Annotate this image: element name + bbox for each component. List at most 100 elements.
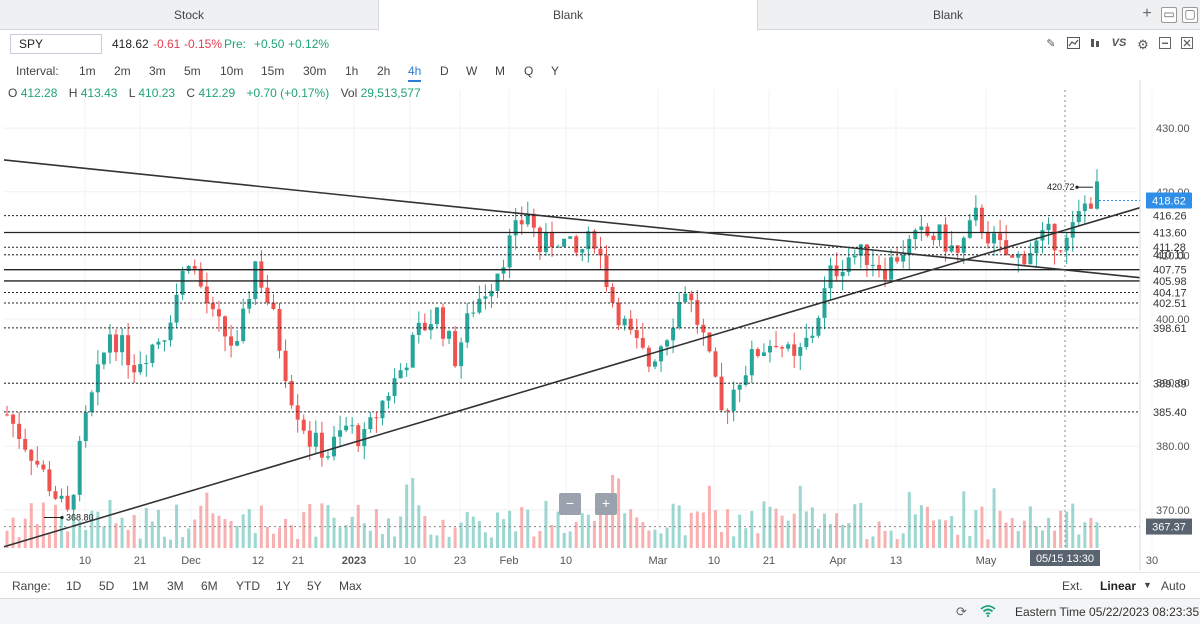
chart-icon[interactable] <box>1066 37 1080 52</box>
symbol-input[interactable] <box>10 34 102 54</box>
volume-bar <box>253 533 257 548</box>
interval-2m[interactable]: 2m <box>114 64 131 78</box>
interval-q[interactable]: Q <box>524 64 534 78</box>
trendline <box>3 159 1141 279</box>
candle-body <box>180 270 185 295</box>
candle-body <box>483 296 488 299</box>
candle-body <box>138 364 143 373</box>
interval-30m[interactable]: 30m <box>303 64 327 78</box>
last-price-label: 418.62 <box>1152 196 1186 208</box>
y-tick-label: 430.00 <box>1156 123 1190 135</box>
close-icon[interactable] <box>1180 37 1194 52</box>
high-marker-dot <box>1075 185 1079 189</box>
tab-stock[interactable]: Stock <box>173 8 204 22</box>
volume-bar <box>175 504 179 548</box>
volume-bar <box>1022 520 1026 548</box>
scale-dropdown-icon[interactable]: ▼ <box>1143 580 1152 590</box>
range-1d[interactable]: 1D <box>66 579 82 593</box>
candle-body <box>501 267 506 274</box>
tab-blank[interactable]: Blank <box>932 8 964 22</box>
zoom-out-button[interactable]: − <box>559 493 581 515</box>
volume-bar <box>538 530 542 548</box>
range-5d[interactable]: 5D <box>99 579 115 593</box>
volume-bar <box>732 536 736 548</box>
save-layout-button[interactable]: ▭ <box>1161 7 1177 23</box>
range-label: Range: <box>12 579 51 593</box>
volume-bar <box>641 522 645 548</box>
interval-4h[interactable]: 4h <box>408 64 422 82</box>
candle-body <box>495 273 500 291</box>
x-tick-label: Feb <box>500 555 519 567</box>
candle-body <box>132 365 137 373</box>
volume-bar <box>762 501 766 548</box>
range-ytd[interactable]: YTD <box>236 579 260 593</box>
interval-y[interactable]: Y <box>551 64 560 78</box>
zoom-in-button[interactable]: + <box>595 493 617 515</box>
high-annotation: 420.72 <box>1047 182 1075 192</box>
interval-15m[interactable]: 15m <box>261 64 285 78</box>
timezone-clock: Eastern Time 05/22/2023 08:23:35 <box>1015 605 1200 619</box>
status-bar: ⟳ Eastern Time 05/22/2023 08:23:35 <box>0 598 1200 624</box>
refresh-icon[interactable]: ⟳ <box>956 604 967 619</box>
candle-body <box>277 308 282 351</box>
candle-body <box>689 293 694 301</box>
candle-body <box>598 248 603 256</box>
volume-bar <box>786 520 790 548</box>
candle-body <box>386 395 391 401</box>
candle-body <box>259 261 264 288</box>
popout-button[interactable]: ▢ <box>1182 7 1198 23</box>
candle-body <box>749 349 754 376</box>
candle-body <box>731 389 736 412</box>
gear-icon[interactable]: ⚙ <box>1137 37 1149 52</box>
candle-body <box>144 362 149 365</box>
candle-body <box>319 432 324 458</box>
range-1m[interactable]: 1M <box>132 579 149 593</box>
tab-blank-active[interactable]: Blank <box>378 0 758 30</box>
interval-1m[interactable]: 1m <box>79 64 96 78</box>
interval-w[interactable]: W <box>466 64 478 78</box>
interval-10m[interactable]: 10m <box>220 64 244 78</box>
interval-3m[interactable]: 3m <box>149 64 166 78</box>
volume-value: 29,513,577 <box>360 86 421 100</box>
vs-icon[interactable]: VS <box>1111 37 1127 49</box>
x-tick-label: 21 <box>292 555 304 567</box>
candle-body <box>949 245 954 252</box>
minimize-icon[interactable] <box>1158 37 1172 52</box>
interval-1h[interactable]: 1h <box>345 64 359 78</box>
volume-bar <box>520 507 524 548</box>
interval-m[interactable]: M <box>495 64 505 78</box>
volume-bar <box>938 519 942 548</box>
volume-bar <box>193 519 197 548</box>
range-5y[interactable]: 5Y <box>307 579 322 593</box>
auto-scale-toggle[interactable]: Auto <box>1161 579 1186 593</box>
volume-bar <box>314 536 318 548</box>
volume-bar <box>562 533 566 548</box>
candle-body <box>459 342 464 367</box>
range-1y[interactable]: 1Y <box>276 579 291 593</box>
range-3m[interactable]: 3M <box>167 579 184 593</box>
volume-bar <box>738 514 742 548</box>
interval-d[interactable]: D <box>440 64 449 78</box>
x-tick-label: May <box>976 555 997 567</box>
wifi-icon <box>980 604 996 620</box>
volume-bar <box>429 534 433 548</box>
candle-icon[interactable] <box>1088 37 1102 52</box>
extended-hours-toggle[interactable]: Ext. <box>1062 579 1083 593</box>
range-max[interactable]: Max <box>339 579 362 593</box>
scale-linear-select[interactable]: Linear <box>1100 579 1137 593</box>
interval-2h[interactable]: 2h <box>377 64 391 78</box>
candle-body <box>1064 237 1069 251</box>
open-value: 412.28 <box>20 86 58 100</box>
range-6m[interactable]: 6M <box>201 579 218 593</box>
pencil-icon[interactable]: ✎ <box>1046 38 1056 50</box>
add-tab-button[interactable]: + <box>1142 5 1152 22</box>
candle-body <box>640 338 645 348</box>
interval-5m[interactable]: 5m <box>184 64 201 78</box>
volume-bar <box>1083 522 1087 548</box>
candle-body <box>447 331 452 339</box>
candle-body <box>83 412 88 442</box>
volume-bar <box>90 510 94 548</box>
volume-bar <box>326 505 330 548</box>
volume-bar <box>726 509 730 548</box>
volume-bar <box>689 512 693 548</box>
